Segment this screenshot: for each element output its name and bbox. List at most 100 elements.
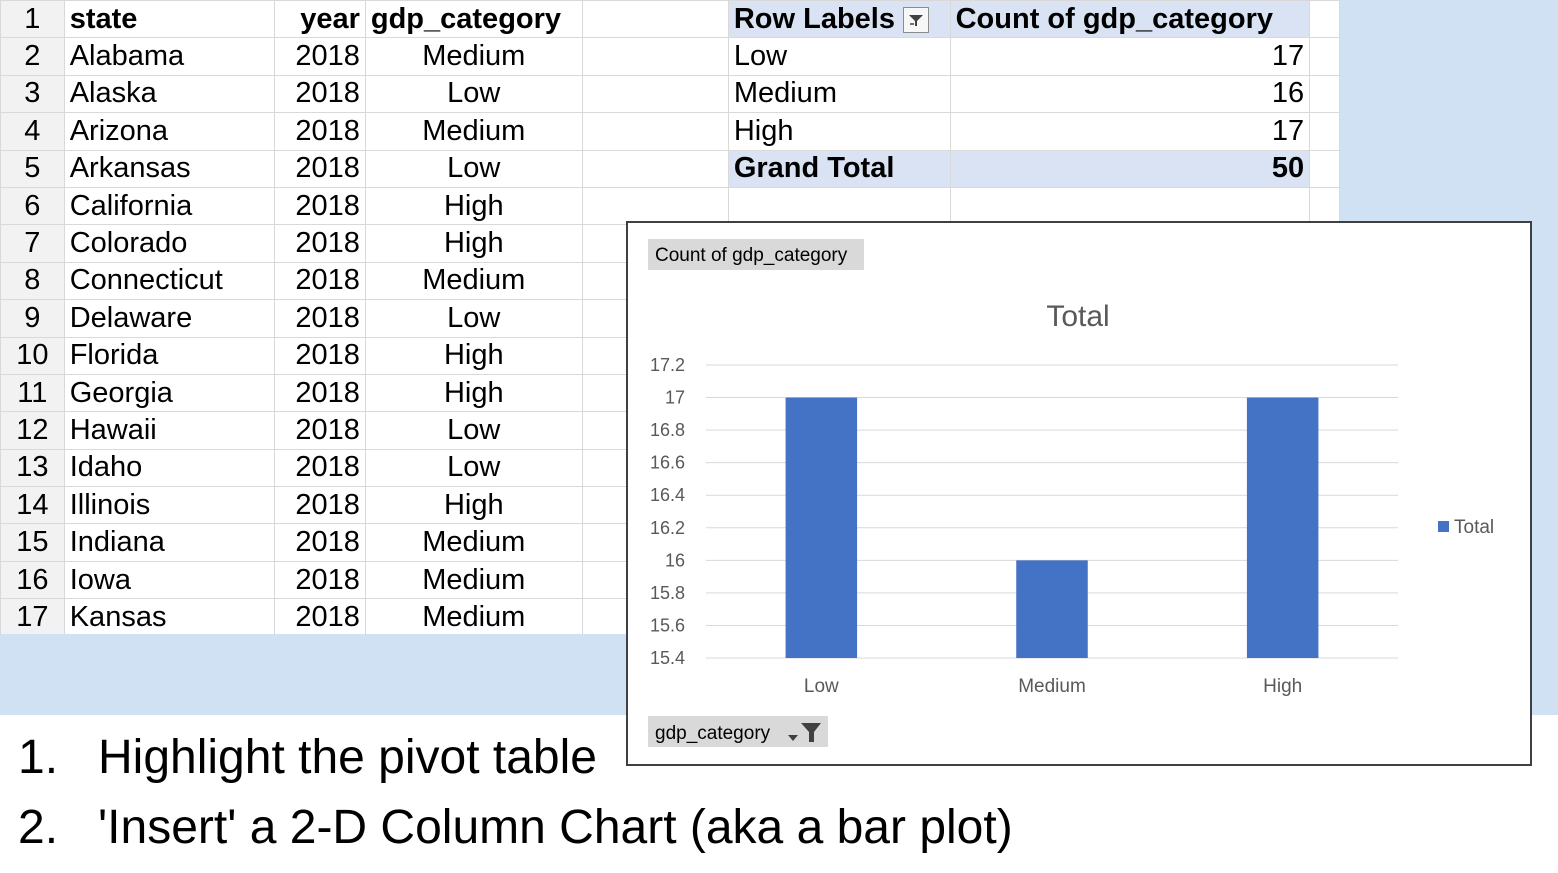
gdp-category-cell[interactable]: Medium [364, 261, 583, 301]
empty-cell[interactable] [1309, 37, 1340, 76]
empty-cell[interactable] [581, 37, 729, 76]
field-button-count[interactable]: Count of gdp_category [648, 239, 864, 270]
empty-cell[interactable] [1309, 186, 1340, 226]
state-cell[interactable]: Idaho [63, 448, 276, 488]
pivot-count-header[interactable]: Count of gdp_category [949, 0, 1311, 39]
state-cell[interactable]: Arkansas [63, 149, 276, 188]
state-cell[interactable]: Florida [63, 336, 276, 375]
pivot-row-label[interactable]: Medium [727, 74, 951, 114]
row-header[interactable]: 8 [0, 261, 65, 301]
year-cell[interactable]: 2018 [274, 112, 366, 151]
gdp-category-cell[interactable]: Low [364, 299, 583, 338]
state-cell[interactable]: California [63, 186, 276, 226]
year-cell[interactable]: 2018 [274, 598, 366, 634]
pivot-row-label[interactable]: High [727, 112, 951, 151]
empty-cell[interactable] [581, 149, 729, 188]
field-button-axis[interactable]: gdp_category [648, 716, 828, 747]
pivot-grand-total-label[interactable]: Grand Total [727, 149, 951, 188]
row-header[interactable]: 2 [0, 37, 65, 76]
empty-cell[interactable] [1309, 74, 1340, 114]
pivot-row-label[interactable]: Low [727, 37, 951, 76]
row-header[interactable]: 1 [0, 0, 65, 39]
year-cell[interactable]: 2018 [274, 448, 366, 488]
row-header[interactable]: 3 [0, 74, 65, 114]
state-cell[interactable]: Delaware [63, 299, 276, 338]
column-chart[interactable]: Count of gdp_category Total 17.2 17 16.8 16… [626, 221, 1532, 766]
row-header[interactable]: 9 [0, 299, 65, 338]
empty-cell[interactable] [581, 74, 729, 114]
year-cell[interactable]: 2018 [274, 37, 366, 76]
row-header[interactable]: 14 [0, 486, 65, 525]
row-header[interactable]: 15 [0, 523, 65, 562]
empty-cell[interactable] [581, 112, 729, 151]
gdp-category-cell[interactable]: High [364, 336, 583, 375]
year-cell[interactable]: 2018 [274, 74, 366, 114]
state-cell[interactable]: Georgia [63, 373, 276, 413]
state-cell[interactable]: Iowa [63, 560, 276, 600]
row-header[interactable]: 5 [0, 149, 65, 188]
year-cell[interactable]: 2018 [274, 373, 366, 413]
state-cell[interactable]: Colorado [63, 224, 276, 263]
state-cell[interactable]: Indiana [63, 523, 276, 562]
row-header[interactable]: 11 [0, 373, 65, 413]
pivot-row-labels-header[interactable]: Row Labels [727, 0, 951, 39]
empty-cell[interactable] [1309, 149, 1340, 188]
gdp-category-cell[interactable]: Medium [364, 37, 583, 76]
row-header[interactable]: 16 [0, 560, 65, 600]
gdp-category-cell[interactable]: High [364, 186, 583, 226]
gdp-category-cell[interactable]: Medium [364, 560, 583, 600]
gdp-category-cell[interactable]: Medium [364, 523, 583, 562]
state-cell[interactable]: Alabama [63, 37, 276, 76]
year-cell[interactable]: 2018 [274, 523, 366, 562]
gdp-category-cell[interactable]: Medium [364, 598, 583, 634]
empty-cell[interactable] [581, 186, 729, 226]
empty-cell[interactable] [727, 186, 951, 226]
state-cell[interactable]: Alaska [63, 74, 276, 114]
year-cell[interactable]: 2018 [274, 149, 366, 188]
gdp-category-cell[interactable]: Low [364, 448, 583, 488]
gdp-category-cell[interactable]: Medium [364, 112, 583, 151]
state-cell[interactable]: Connecticut [63, 261, 276, 301]
empty-cell[interactable] [949, 186, 1311, 226]
gdp-category-cell[interactable]: High [364, 373, 583, 413]
empty-cell[interactable] [1309, 112, 1340, 151]
bar-low[interactable] [785, 397, 858, 658]
row-header[interactable]: 13 [0, 448, 65, 488]
gdp-category-cell[interactable]: High [364, 224, 583, 263]
gdp-category-cell[interactable]: High [364, 486, 583, 525]
state-cell[interactable]: Kansas [63, 598, 276, 634]
row-header[interactable]: 6 [0, 186, 65, 226]
year-cell[interactable]: 2018 [274, 336, 366, 375]
gdp-category-cell[interactable]: Low [364, 149, 583, 188]
bar-medium[interactable] [1016, 560, 1088, 658]
year-cell[interactable]: 2018 [274, 261, 366, 301]
year-cell[interactable]: 2018 [274, 299, 366, 338]
gdp-category-cell[interactable]: Low [364, 74, 583, 114]
legend[interactable]: Total [1438, 517, 1494, 538]
row-header[interactable]: 4 [0, 112, 65, 151]
state-cell[interactable]: Illinois [63, 486, 276, 525]
state-cell[interactable]: Arizona [63, 112, 276, 151]
empty-cell[interactable] [1309, 0, 1340, 39]
row-header[interactable]: 17 [0, 598, 65, 634]
year-cell[interactable]: 2018 [274, 560, 366, 600]
filter-dropdown-icon[interactable] [902, 7, 929, 34]
column-header-year[interactable]: year [274, 0, 366, 39]
empty-cell[interactable] [581, 0, 729, 39]
year-cell[interactable]: 2018 [274, 411, 366, 450]
row-header[interactable]: 7 [0, 224, 65, 263]
pivot-count-value[interactable]: 17 [949, 112, 1311, 151]
year-cell[interactable]: 2018 [274, 224, 366, 263]
year-cell[interactable]: 2018 [274, 486, 366, 525]
year-cell[interactable]: 2018 [274, 186, 366, 226]
column-header-state[interactable]: state [63, 0, 276, 39]
pivot-grand-total-value[interactable]: 50 [949, 149, 1311, 188]
gdp-category-cell[interactable]: Low [364, 411, 583, 450]
pivot-count-value[interactable]: 17 [949, 37, 1311, 76]
pivot-count-value[interactable]: 16 [949, 74, 1311, 114]
row-header[interactable]: 12 [0, 411, 65, 450]
column-header-gdp-category[interactable]: gdp_category [364, 0, 583, 39]
bar-high[interactable] [1246, 397, 1319, 658]
state-cell[interactable]: Hawaii [63, 411, 276, 450]
filter-dropdown-icon[interactable] [788, 723, 821, 742]
